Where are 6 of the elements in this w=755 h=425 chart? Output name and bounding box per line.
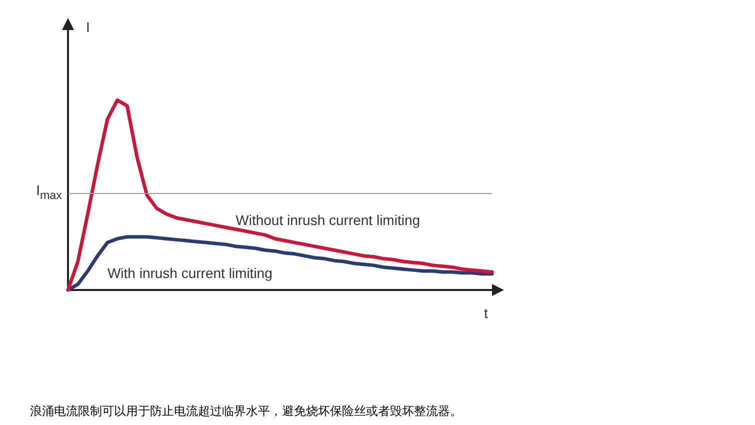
ref-line-label: I$_{max}$ <box>36 182 62 204</box>
series-label: Without inrush current limiting <box>236 212 420 228</box>
y-axis-title: I <box>86 19 90 35</box>
x-axis-title: t <box>484 305 488 321</box>
text: 浪涌电流限制可以用于防止电流超过临界水平，避免烧坏保险丝或者毁坏整流器。 <box>30 404 462 418</box>
series-label: With inrush current limiting <box>107 264 272 281</box>
